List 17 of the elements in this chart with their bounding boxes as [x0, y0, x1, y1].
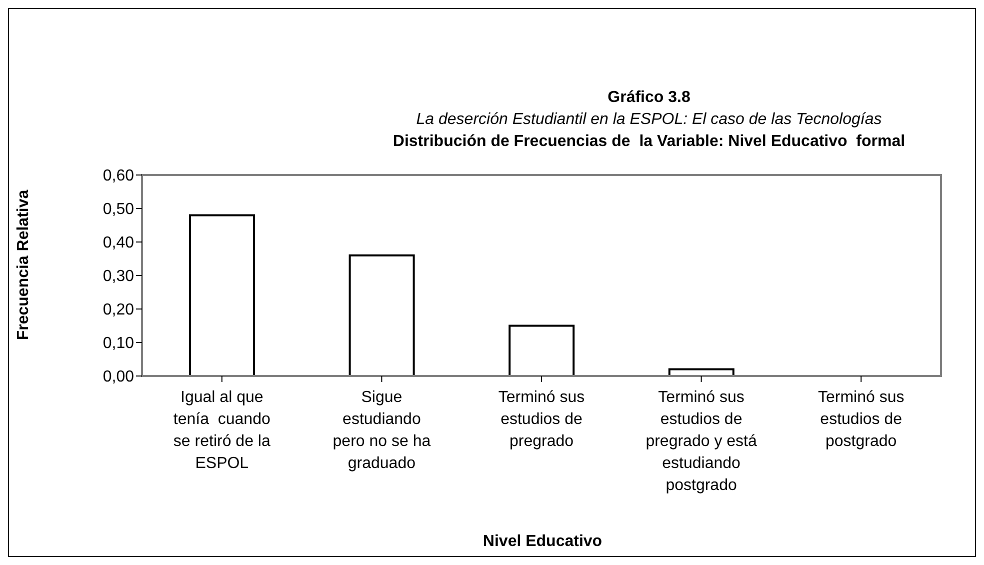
text: Distribución de Frecuencias de la Variable: Nivel Educativo formal — [392, 132, 906, 152]
x-tick-label: Igual al que tenía cuando se retiró de la ESPOL — [173, 389, 270, 472]
y-axis-title: Frecuencia Relativa — [15, 190, 33, 340]
x-tick-label: Terminó sus estudios de postgrado — [818, 389, 904, 450]
y-tick-label: 0,30 — [102, 268, 134, 286]
x-tick-label: Sigue estudiando pero no se ha graduado — [332, 389, 431, 472]
y-tick-label: 0,60 — [102, 168, 134, 185]
chart-subtitle: La deserción Estudiantil en la ESPOL: El caso de las Tecnologías — [415, 110, 883, 130]
y-tick-label: 0,40 — [102, 234, 134, 252]
chart-title: Gráfico 3.8 — [606, 88, 692, 108]
y-tick-label: 0,00 — [102, 368, 134, 386]
y-tick-label: 0,50 — [102, 201, 134, 218]
x-tick-label: Terminó sus estudios de pregrado y está estudiando postgrado — [646, 389, 757, 494]
y-tick-label: 0,20 — [102, 302, 134, 319]
x-tick-label: Terminó sus estudios de pregrado — [498, 389, 585, 450]
y-tick-label: 0,10 — [102, 335, 134, 352]
x-axis-title: Nivel Educativo — [482, 533, 604, 551]
